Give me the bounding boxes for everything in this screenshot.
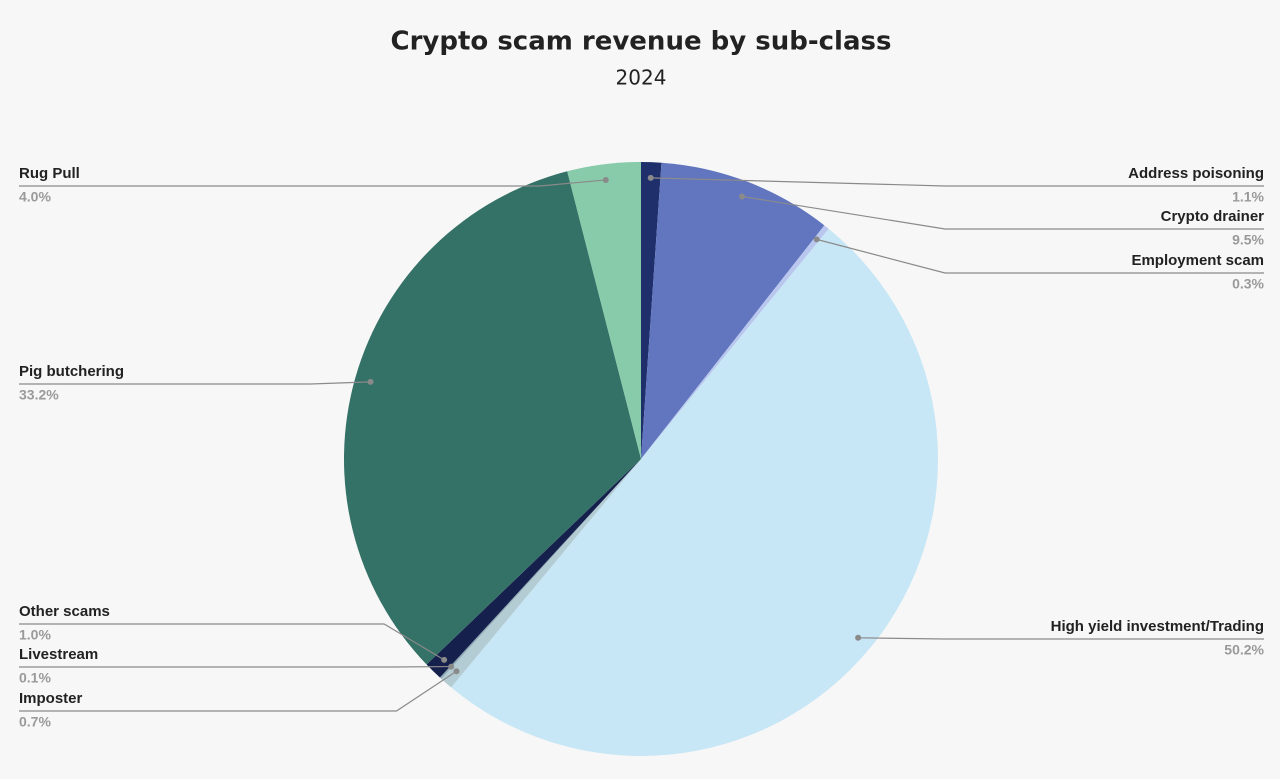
- legend-label: Rug Pull: [19, 165, 80, 182]
- legend-label: Imposter: [19, 690, 83, 707]
- leader-line: [19, 381, 371, 385]
- legend-label: Crypto drainer: [1161, 208, 1265, 225]
- data-label: 50.2%: [1224, 642, 1264, 658]
- chart-title: Crypto scam revenue by sub-class: [391, 27, 892, 57]
- leader-line: [19, 179, 606, 187]
- data-label: 9.5%: [1232, 232, 1264, 248]
- data-label: 0.7%: [19, 714, 51, 730]
- leader-dot: [855, 634, 862, 641]
- pie-slice: [641, 225, 829, 459]
- pie-slice: [441, 459, 641, 688]
- leader-dot: [738, 193, 745, 200]
- leader-line: [19, 623, 445, 661]
- legend-label: High yield investment/Trading: [1051, 618, 1264, 635]
- leader-dot: [441, 656, 448, 663]
- pie-slice: [439, 459, 641, 679]
- legend-label: Other scams: [19, 603, 110, 620]
- pie-slice: [641, 162, 662, 459]
- leader-line: [19, 670, 457, 712]
- legend-label: Livestream: [19, 646, 98, 663]
- data-label: 4.0%: [19, 189, 51, 205]
- pie-slice: [641, 162, 825, 459]
- leader-dot: [453, 668, 460, 675]
- legend-label: Employment scam: [1131, 252, 1264, 269]
- leader-line: [741, 195, 1264, 230]
- data-label: 1.1%: [1232, 189, 1264, 205]
- leader-dot: [367, 378, 374, 385]
- leader-dot: [448, 663, 455, 670]
- leader-dot: [602, 176, 609, 183]
- legend-label: Pig butchering: [19, 363, 124, 380]
- legend-label: Address poisoning: [1128, 165, 1264, 182]
- pie-slice: [426, 459, 641, 678]
- pie: [343, 162, 938, 756]
- leader-line: [816, 238, 1264, 274]
- pie-slice: [343, 171, 641, 665]
- pie-slice: [451, 228, 938, 756]
- leader-dot: [647, 174, 654, 181]
- data-label: 0.1%: [19, 670, 51, 686]
- pie-slice: [567, 162, 641, 459]
- chart-subtitle: 2024: [616, 66, 667, 90]
- data-label: 33.2%: [19, 387, 59, 403]
- leader-line: [858, 637, 1264, 640]
- leader-line: [650, 177, 1264, 187]
- labels: Address poisoning 1.1% Crypto drainer 9.5% E…: [19, 165, 1265, 730]
- data-label: 0.3%: [1232, 276, 1264, 292]
- leader-dot: [813, 236, 820, 243]
- data-label: 1.0%: [19, 627, 51, 643]
